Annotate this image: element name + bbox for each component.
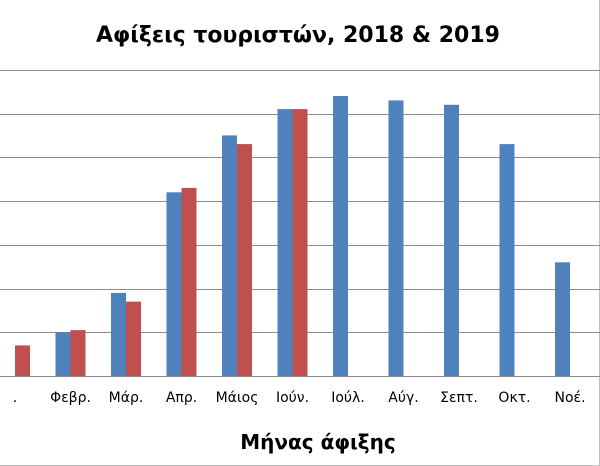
bar-series-2 bbox=[292, 109, 308, 376]
bar-series-1 bbox=[111, 292, 126, 376]
bar-series-1 bbox=[388, 100, 404, 377]
x-tick-label: Φεβρ. bbox=[50, 390, 91, 406]
bar-series-1 bbox=[333, 96, 348, 376]
bar-series-1 bbox=[555, 262, 570, 377]
x-tick-label: Ιούν. bbox=[276, 390, 309, 406]
bar-series-1 bbox=[166, 192, 182, 377]
bars bbox=[15, 96, 570, 377]
bar-series-1 bbox=[222, 135, 237, 376]
chart-title: Αφίξεις τουριστών, 2018 & 2019 bbox=[96, 23, 500, 48]
x-tick-label: Απρ. bbox=[166, 390, 197, 406]
x-tick-label: Αύγ. bbox=[388, 390, 418, 406]
x-tick-label: Νοέ. bbox=[554, 390, 585, 406]
bar-series-2 bbox=[237, 144, 252, 376]
x-tick-label: Μάιος bbox=[216, 390, 259, 406]
bar-series-1 bbox=[277, 109, 293, 376]
x-tick-label: Σεπτ. bbox=[440, 390, 478, 406]
bar-series-1 bbox=[444, 104, 459, 377]
x-tick-label: Ιούλ. bbox=[331, 390, 365, 406]
bar-series-2 bbox=[15, 345, 30, 376]
x-axis-title: Μήνας άφιξης bbox=[240, 430, 395, 454]
bar-series-1 bbox=[55, 332, 71, 377]
x-tick-label: . bbox=[13, 390, 17, 406]
x-tick-labels: . Φεβρ. Μάρ. Απρ. Μάιος Ιούν. Ιούλ. Αύγ. Σεπτ. Ο… bbox=[13, 390, 586, 406]
bar-series-2 bbox=[181, 187, 197, 376]
bar-series-2 bbox=[126, 301, 141, 376]
x-tick-label: Οκτ. bbox=[498, 390, 530, 406]
x-tick-label: Μάρ. bbox=[109, 390, 144, 406]
bar-series-1 bbox=[499, 144, 515, 376]
bar-series-2 bbox=[70, 330, 86, 376]
